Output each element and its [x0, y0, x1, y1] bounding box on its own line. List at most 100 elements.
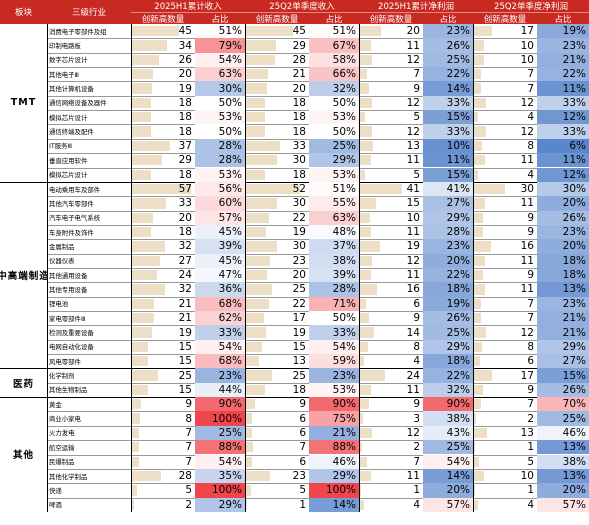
count-bar: [246, 212, 269, 223]
ratio-cell: 38%: [309, 253, 359, 268]
count-cell: 27: [131, 254, 195, 268]
industry-label: 火力发电: [49, 429, 75, 438]
ratio-cell: 54%: [309, 339, 359, 355]
ratio-value: 25%: [562, 412, 586, 425]
count-cell: 29: [245, 38, 309, 52]
count-bar: [360, 499, 365, 510]
count-bar: [360, 485, 362, 496]
count-bar: [360, 241, 380, 252]
count-bar: [474, 226, 484, 238]
ratio-cell: 90%: [423, 397, 473, 412]
count-value: 18: [178, 96, 192, 109]
industry-label: 民爆制品: [49, 458, 75, 467]
count-bar: [246, 183, 300, 195]
count-bar: [474, 499, 479, 510]
count-value: 21: [178, 312, 192, 325]
ratio-cell: 39%: [195, 239, 245, 254]
count-cell: 18: [131, 124, 195, 138]
count-bar: [474, 284, 486, 295]
count-cell: 1: [245, 498, 309, 512]
ratio-cell: 22%: [423, 267, 473, 283]
count-value: 11: [520, 254, 534, 267]
count-bar: [132, 40, 168, 51]
ratio-cell: 12%: [537, 167, 589, 182]
ratio-value: 63%: [332, 211, 356, 224]
count-value: 7: [185, 441, 192, 454]
count-value: 13: [520, 426, 534, 439]
ratio-value: 20%: [446, 254, 470, 267]
ratio-cell: 18%: [423, 282, 473, 297]
ratio-value: 18%: [446, 283, 470, 296]
count-bar: [474, 427, 488, 439]
ratio-value: 12%: [562, 168, 586, 181]
count-cell: 23: [245, 469, 309, 483]
count-cell: 20: [245, 81, 309, 95]
ratio-value: 26%: [562, 211, 586, 224]
count-bar: [132, 341, 148, 353]
ratio-cell: 25%: [423, 440, 473, 455]
ratio-cell: 22%: [423, 67, 473, 82]
count-bar: [132, 126, 151, 137]
count-value: 19: [178, 82, 192, 95]
count-value: 5: [185, 484, 192, 497]
count-bar: [246, 413, 253, 424]
count-bar: [246, 255, 270, 266]
ratio-cell: 50%: [309, 124, 359, 139]
ratio-cell: 56%: [195, 181, 245, 197]
industry-label: 电网自动化设备: [49, 343, 94, 352]
ratio-value: 14%: [446, 470, 470, 483]
count-value: 8: [527, 139, 534, 152]
count-value: 7: [527, 312, 534, 325]
ratio-value: 28%: [332, 283, 356, 296]
count-cell: 26: [131, 53, 195, 67]
count-bar: [360, 284, 377, 295]
count-cell: 9: [473, 225, 537, 239]
count-value: 4: [527, 111, 534, 124]
count-bar: [246, 327, 266, 338]
ratio-cell: 22%: [537, 67, 589, 82]
count-value: 9: [413, 398, 420, 411]
count-bar: [360, 313, 370, 324]
count-cell: 21: [131, 297, 195, 311]
ratio-value: 54%: [218, 340, 242, 353]
industry-label: 其他专用设备: [49, 285, 88, 294]
ratio-cell: 100%: [195, 483, 245, 498]
count-bar: [132, 284, 166, 295]
ratio-cell: 32%: [309, 81, 359, 96]
ratio-value: 15%: [446, 111, 470, 124]
count-cell: 52: [245, 182, 309, 196]
count-bar: [132, 183, 191, 195]
count-value: 25: [292, 369, 306, 382]
ratio-cell: 29%: [309, 468, 359, 484]
ratio-cell: 36%: [195, 282, 245, 297]
count-value: 5: [527, 455, 534, 468]
ratio-cell: 25%: [309, 138, 359, 154]
count-cell: 4: [473, 168, 537, 182]
ratio-cell: 19%: [423, 296, 473, 311]
industry-label: IT服务Ⅲ: [49, 142, 72, 151]
industry-label: 检测及重要设备: [49, 329, 94, 338]
count-bar: [360, 169, 366, 180]
count-bar: [246, 69, 268, 80]
ratio-cell: 79%: [195, 38, 245, 53]
ratio-value: 38%: [446, 412, 470, 425]
count-value: 1: [413, 484, 420, 497]
ratio-cell: 29%: [537, 339, 589, 355]
count-bar: [246, 126, 265, 137]
ratio-value: 51%: [218, 25, 242, 38]
ratio-value: 26%: [446, 39, 470, 52]
ratio-value: 23%: [562, 226, 586, 239]
ratio-value: 90%: [446, 398, 470, 411]
count-value: 32: [178, 240, 192, 253]
ratio-cell: 43%: [423, 425, 473, 441]
count-bar: [132, 198, 167, 209]
count-cell: 2: [473, 411, 537, 425]
count-value: 45: [178, 25, 192, 38]
count-bar: [132, 112, 151, 123]
count-value: 29: [292, 39, 306, 52]
ratio-value: 36%: [218, 283, 242, 296]
count-value: 7: [413, 455, 420, 468]
count-value: 20: [178, 68, 192, 81]
count-bar: [360, 341, 369, 353]
ratio-cell: 88%: [195, 440, 245, 455]
